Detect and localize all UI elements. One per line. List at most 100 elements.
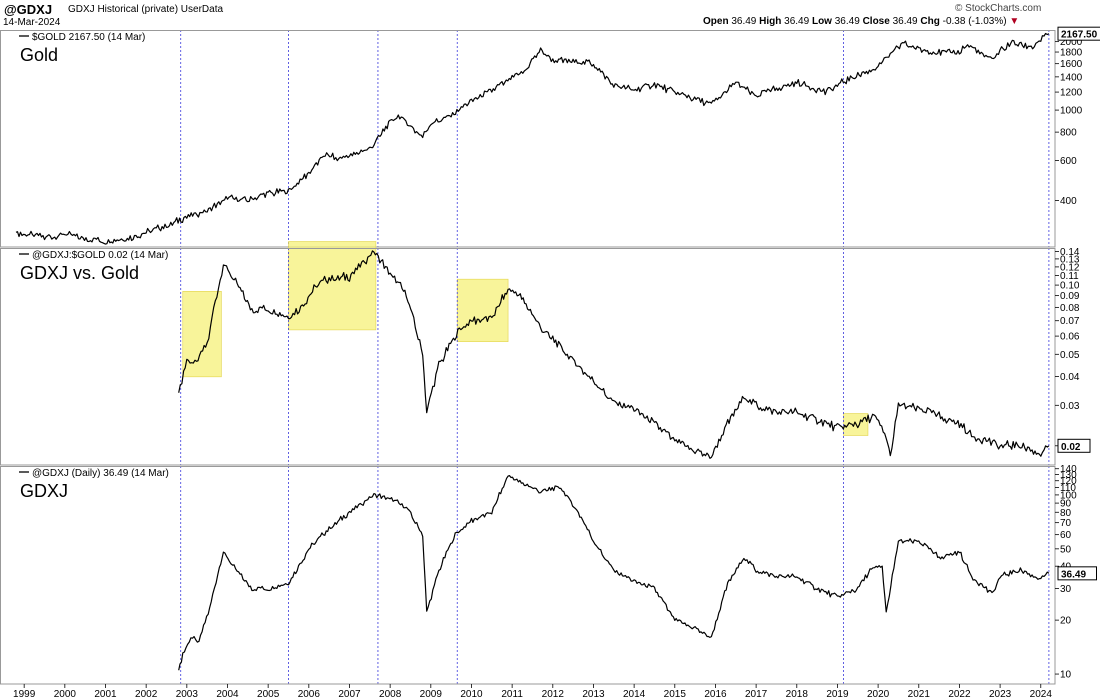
- y-tick-label: 800: [1060, 128, 1077, 139]
- x-tick-label: 2024: [1030, 689, 1053, 700]
- y-tick-label: 0.10: [1060, 281, 1080, 292]
- x-tick-label: 2009: [420, 689, 443, 700]
- low-value: 36.49: [834, 16, 860, 27]
- panel-frame: [0, 248, 1056, 466]
- y-tick-label: 2000: [1060, 37, 1083, 48]
- panel-legend: $GOLD 2167.50 (14 Mar): [32, 32, 145, 43]
- y-tick-label: 1800: [1060, 48, 1083, 59]
- x-tick-label: 2004: [216, 689, 239, 700]
- x-tick-label: 2008: [379, 689, 402, 700]
- open-label: Open: [703, 16, 729, 27]
- price-series-line: [178, 475, 1050, 671]
- chart-header: @GDXJ GDXJ Historical (private) UserData…: [0, 0, 1100, 30]
- panel-frame: [0, 466, 1056, 685]
- highlight-box: [456, 278, 509, 342]
- price-series-line: [15, 32, 1050, 245]
- panel-frame: [0, 30, 1056, 248]
- x-tick-label: 2021: [908, 689, 931, 700]
- x-tick-label: 2010: [460, 689, 483, 700]
- y-tick-label: 1000: [1060, 106, 1083, 117]
- x-tick-label: 2019: [826, 689, 849, 700]
- y-tick-label: 110: [1060, 483, 1076, 494]
- x-tick-label: 2012: [542, 689, 565, 700]
- close-value: 36.49: [892, 16, 918, 27]
- x-tick-label: 2023: [989, 689, 1012, 700]
- y-tick-label: 0.06: [1060, 332, 1080, 343]
- last-value-label: 36.49: [1061, 569, 1086, 580]
- y-tick-label: 600: [1060, 156, 1077, 167]
- y-tick-label: 20: [1060, 616, 1072, 627]
- last-value-label: 2167.50: [1061, 30, 1098, 41]
- x-tick-label: 1999: [13, 689, 36, 700]
- y-tick-label: 0.05: [1060, 350, 1080, 361]
- y-tick-label: 1600: [1060, 59, 1083, 70]
- high-value: 36.49: [784, 16, 810, 27]
- x-tick-label: 2013: [582, 689, 605, 700]
- panel-legend: @GDXJ (Daily) 36.49 (14 Mar): [32, 468, 169, 479]
- chart-panel: 0.02 0.03 0.04 0.05 0.06 0.07 0.080.090.100.11…: [0, 241, 1091, 466]
- x-tick-label: 2003: [176, 689, 199, 700]
- y-tick-label: 70: [1060, 518, 1072, 529]
- y-tick-label: 0.11: [1060, 271, 1079, 282]
- y-tick-label: 10: [1060, 670, 1072, 681]
- panel-annotation: Gold: [20, 45, 58, 65]
- x-tick-label: 2018: [786, 689, 809, 700]
- close-label: Close: [862, 16, 890, 27]
- y-tick-label: 1400: [1060, 72, 1083, 83]
- high-label: High: [759, 16, 782, 27]
- y-tick-label: 0.07: [1060, 316, 1080, 327]
- highlight-box: [182, 291, 222, 378]
- y-tick-label: 400: [1060, 196, 1077, 207]
- y-tick-label: 0.13: [1060, 254, 1080, 265]
- last-value-box: [1057, 26, 1100, 41]
- x-tick-label: 2022: [948, 689, 971, 700]
- x-tick-label: 2016: [704, 689, 727, 700]
- open-value: 36.49: [731, 16, 757, 27]
- chg-value: -0.38 (-1.03%): [942, 16, 1007, 27]
- last-value-box: [1057, 566, 1097, 581]
- y-tick-label: 140: [1060, 464, 1077, 475]
- y-tick-label: 0.09: [1060, 291, 1080, 302]
- x-tick-label: 2001: [94, 689, 117, 700]
- y-tick-label: 0.14: [1060, 247, 1080, 258]
- x-tick-label: 2002: [135, 689, 158, 700]
- chart-description: GDXJ Historical (private) UserData: [68, 4, 224, 15]
- panel-annotation: GDXJ vs. Gold: [20, 263, 139, 283]
- y-tick-label: 90: [1060, 499, 1072, 510]
- x-tick-label: 2020: [867, 689, 890, 700]
- y-tick-label: 120: [1060, 476, 1077, 487]
- y-tick-label: 100: [1060, 490, 1077, 501]
- y-tick-label: 60: [1060, 530, 1072, 541]
- x-tick-label: 2015: [664, 689, 687, 700]
- ohlc-readout: Open 36.49 High 36.49 Low 36.49 Close 36…: [703, 16, 1019, 27]
- y-tick-label: 0.03: [1060, 401, 1080, 412]
- x-tick-label: 2000: [54, 689, 77, 700]
- y-tick-label: 80: [1060, 508, 1072, 519]
- last-value-label: 0.02: [1061, 442, 1081, 453]
- x-tick-label: 2005: [257, 689, 280, 700]
- x-tick-label: 2007: [338, 689, 361, 700]
- low-label: Low: [811, 16, 832, 27]
- y-tick-label: 130: [1060, 470, 1077, 481]
- panel-legend: @GDXJ:$GOLD 0.02 (14 Mar): [32, 250, 168, 261]
- y-tick-label: 0.04: [1060, 372, 1080, 383]
- y-tick-label: 0.08: [1060, 303, 1080, 314]
- chg-label: Chg: [920, 16, 940, 27]
- y-tick-label: 30: [1060, 584, 1072, 595]
- chart-date: 14-Mar-2024: [3, 17, 61, 28]
- panel-annotation: GDXJ: [20, 481, 68, 501]
- chart-panel: 102030405060708090100110120130140@GDXJ (…: [0, 464, 1097, 700]
- price-series-line: [178, 250, 1050, 459]
- x-tick-label: 2006: [298, 689, 321, 700]
- down-arrow-icon: ▼: [1009, 16, 1020, 27]
- highlight-box: [288, 241, 377, 331]
- y-tick-label: 50: [1060, 544, 1072, 555]
- y-tick-label: 1200: [1060, 88, 1083, 99]
- ticker-symbol: @GDXJ: [4, 2, 53, 17]
- y-tick-label: 0.12: [1060, 262, 1080, 273]
- x-tick-label: 2017: [745, 689, 768, 700]
- x-tick-label: 2011: [501, 689, 523, 700]
- x-tick-label: 2014: [623, 689, 646, 700]
